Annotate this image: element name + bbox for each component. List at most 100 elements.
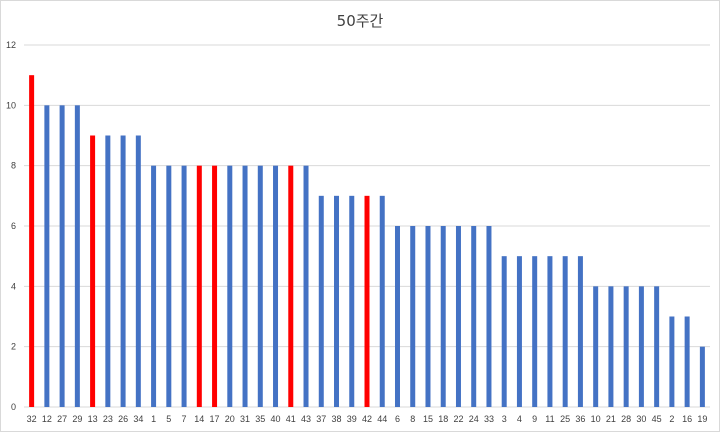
bar-27 <box>59 105 65 407</box>
bar-34 <box>135 135 141 407</box>
x-tick-label: 42 <box>362 414 372 424</box>
bar-26 <box>120 135 126 407</box>
x-tick-label: 26 <box>118 414 128 424</box>
bar-40 <box>273 165 279 407</box>
bar-6 <box>394 226 400 407</box>
bar-13 <box>90 135 96 407</box>
bar-37 <box>318 195 324 407</box>
bar-43 <box>303 165 309 407</box>
bar-8 <box>410 226 416 407</box>
x-tick-label: 7 <box>182 414 187 424</box>
x-tick-label: 13 <box>88 414 98 424</box>
bar-1 <box>151 165 157 407</box>
bar-25 <box>562 256 568 407</box>
y-tick-label: 4 <box>11 281 16 291</box>
x-tick-label: 34 <box>133 414 143 424</box>
x-tick-label: 30 <box>636 414 646 424</box>
x-tick-label: 14 <box>194 414 204 424</box>
y-tick-label: 10 <box>6 100 16 110</box>
bar-5 <box>166 165 172 407</box>
y-tick-label: 0 <box>11 402 16 412</box>
x-tick-label: 37 <box>316 414 326 424</box>
x-tick-label: 23 <box>103 414 113 424</box>
bar-2 <box>669 316 675 407</box>
bar-3 <box>501 256 507 407</box>
x-tick-label: 2 <box>669 414 674 424</box>
bar-29 <box>74 105 80 407</box>
chart-title: 50주간 <box>336 12 384 30</box>
x-tick-label: 35 <box>255 414 265 424</box>
x-tick-label: 9 <box>532 414 537 424</box>
bar-20 <box>227 165 233 407</box>
bar-12 <box>44 105 50 407</box>
bar-36 <box>577 256 583 407</box>
bar-18 <box>440 226 446 407</box>
bar-11 <box>547 256 553 407</box>
bar-21 <box>608 286 614 407</box>
x-tick-label: 38 <box>332 414 342 424</box>
y-tick-label: 2 <box>11 342 16 352</box>
bar-44 <box>379 195 385 407</box>
x-tick-label: 16 <box>682 414 692 424</box>
x-tick-label: 45 <box>652 414 662 424</box>
y-tick-label: 12 <box>6 40 16 50</box>
bar-31 <box>242 165 248 407</box>
bar-42 <box>364 195 370 407</box>
x-axis-labels: 32 12 27 29 13 23 26 34 1 5 7 14 17 20 31 35 40 41 43 37 38 3… <box>27 414 708 424</box>
bar-33 <box>486 226 492 407</box>
x-tick-label: 3 <box>502 414 507 424</box>
bar-22 <box>455 226 461 407</box>
bar-14 <box>196 165 202 407</box>
bar-15 <box>425 226 431 407</box>
bar-24 <box>471 226 477 407</box>
bar-38 <box>334 195 340 407</box>
bar-28 <box>623 286 629 407</box>
x-tick-label: 17 <box>210 414 220 424</box>
x-tick-label: 36 <box>575 414 585 424</box>
x-tick-label: 44 <box>377 414 387 424</box>
bar-19 <box>699 346 705 407</box>
bar-16 <box>684 316 690 407</box>
x-tick-label: 32 <box>27 414 37 424</box>
x-tick-label: 20 <box>225 414 235 424</box>
bar-7 <box>181 165 187 407</box>
bar-35 <box>257 165 263 407</box>
bar-10 <box>593 286 599 407</box>
x-tick-label: 22 <box>453 414 463 424</box>
x-tick-label: 15 <box>423 414 433 424</box>
x-tick-label: 1 <box>151 414 156 424</box>
bar-23 <box>105 135 111 407</box>
x-tick-label: 25 <box>560 414 570 424</box>
x-tick-label: 29 <box>72 414 82 424</box>
y-axis-labels: 0 2 4 6 8 10 12 <box>6 40 16 412</box>
bar-9 <box>532 256 538 407</box>
x-tick-label: 43 <box>301 414 311 424</box>
x-tick-label: 21 <box>606 414 616 424</box>
x-tick-label: 5 <box>166 414 171 424</box>
x-tick-label: 39 <box>347 414 357 424</box>
y-tick-label: 6 <box>11 221 16 231</box>
bar-30 <box>638 286 644 407</box>
bar-39 <box>349 195 355 407</box>
bars <box>29 75 705 408</box>
x-tick-label: 31 <box>240 414 250 424</box>
x-tick-label: 12 <box>42 414 52 424</box>
x-tick-label: 40 <box>271 414 281 424</box>
x-tick-label: 6 <box>395 414 400 424</box>
x-tick-label: 24 <box>469 414 479 424</box>
x-tick-label: 8 <box>410 414 415 424</box>
x-tick-label: 33 <box>484 414 494 424</box>
bar-4 <box>516 256 522 407</box>
x-tick-label: 18 <box>438 414 448 424</box>
x-tick-label: 27 <box>57 414 67 424</box>
bar-41 <box>288 165 294 407</box>
y-tick-label: 8 <box>11 161 16 171</box>
x-tick-label: 10 <box>591 414 601 424</box>
x-tick-label: 11 <box>545 414 554 424</box>
x-tick-label: 28 <box>621 414 631 424</box>
bar-17 <box>212 165 218 407</box>
bar-32 <box>29 75 35 408</box>
bar-45 <box>654 286 660 407</box>
